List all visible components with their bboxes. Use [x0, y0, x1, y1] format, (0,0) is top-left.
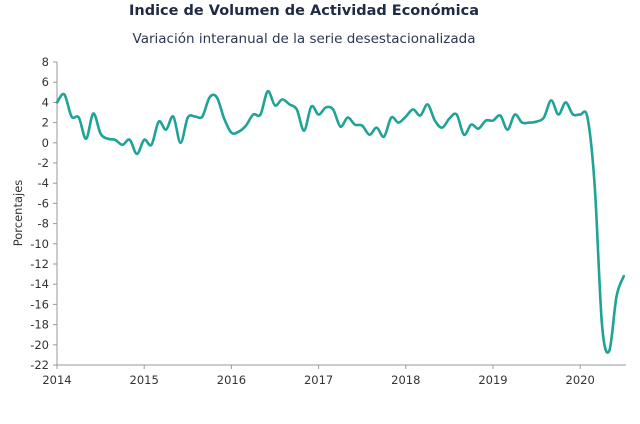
y-tick-label: 0: [42, 136, 49, 150]
x-tick-label: 2015: [130, 373, 159, 387]
x-tick-label: 2020: [566, 373, 595, 387]
y-tick-label: 2: [42, 116, 49, 130]
x-tick-label: 2019: [478, 373, 507, 387]
y-tick-label: -16: [30, 297, 49, 311]
chart-subtitle: Variación interanual de la serie desesta…: [132, 31, 476, 47]
y-tick-label: -20: [30, 338, 49, 352]
y-tick-label: -18: [30, 318, 49, 332]
x-tick-label: 2014: [42, 373, 71, 387]
x-tick-label: 2016: [217, 373, 246, 387]
x-tick-label: 2017: [304, 373, 333, 387]
y-tick-label: 8: [42, 55, 49, 69]
y-tick-label: 4: [42, 95, 49, 109]
y-tick-label: -6: [38, 196, 49, 210]
y-tick-label: 6: [42, 75, 49, 89]
y-tick-label: -4: [38, 176, 49, 190]
y-tick-label: -12: [30, 257, 49, 271]
series-line: [55, 89, 626, 354]
y-tick-label: -22: [30, 358, 49, 372]
chart-title: Indice de Volumen de Actividad Económica: [128, 3, 479, 19]
y-axis-label: Porcentajes: [11, 180, 25, 247]
y-tick-label: -14: [30, 277, 49, 291]
y-tick-label: -10: [30, 237, 49, 251]
axes: [53, 61, 626, 369]
y-tick-label: -8: [38, 217, 49, 231]
y-tick-label: -2: [38, 156, 49, 170]
data-points: [56, 90, 625, 352]
x-tick-label: 2018: [391, 373, 420, 387]
